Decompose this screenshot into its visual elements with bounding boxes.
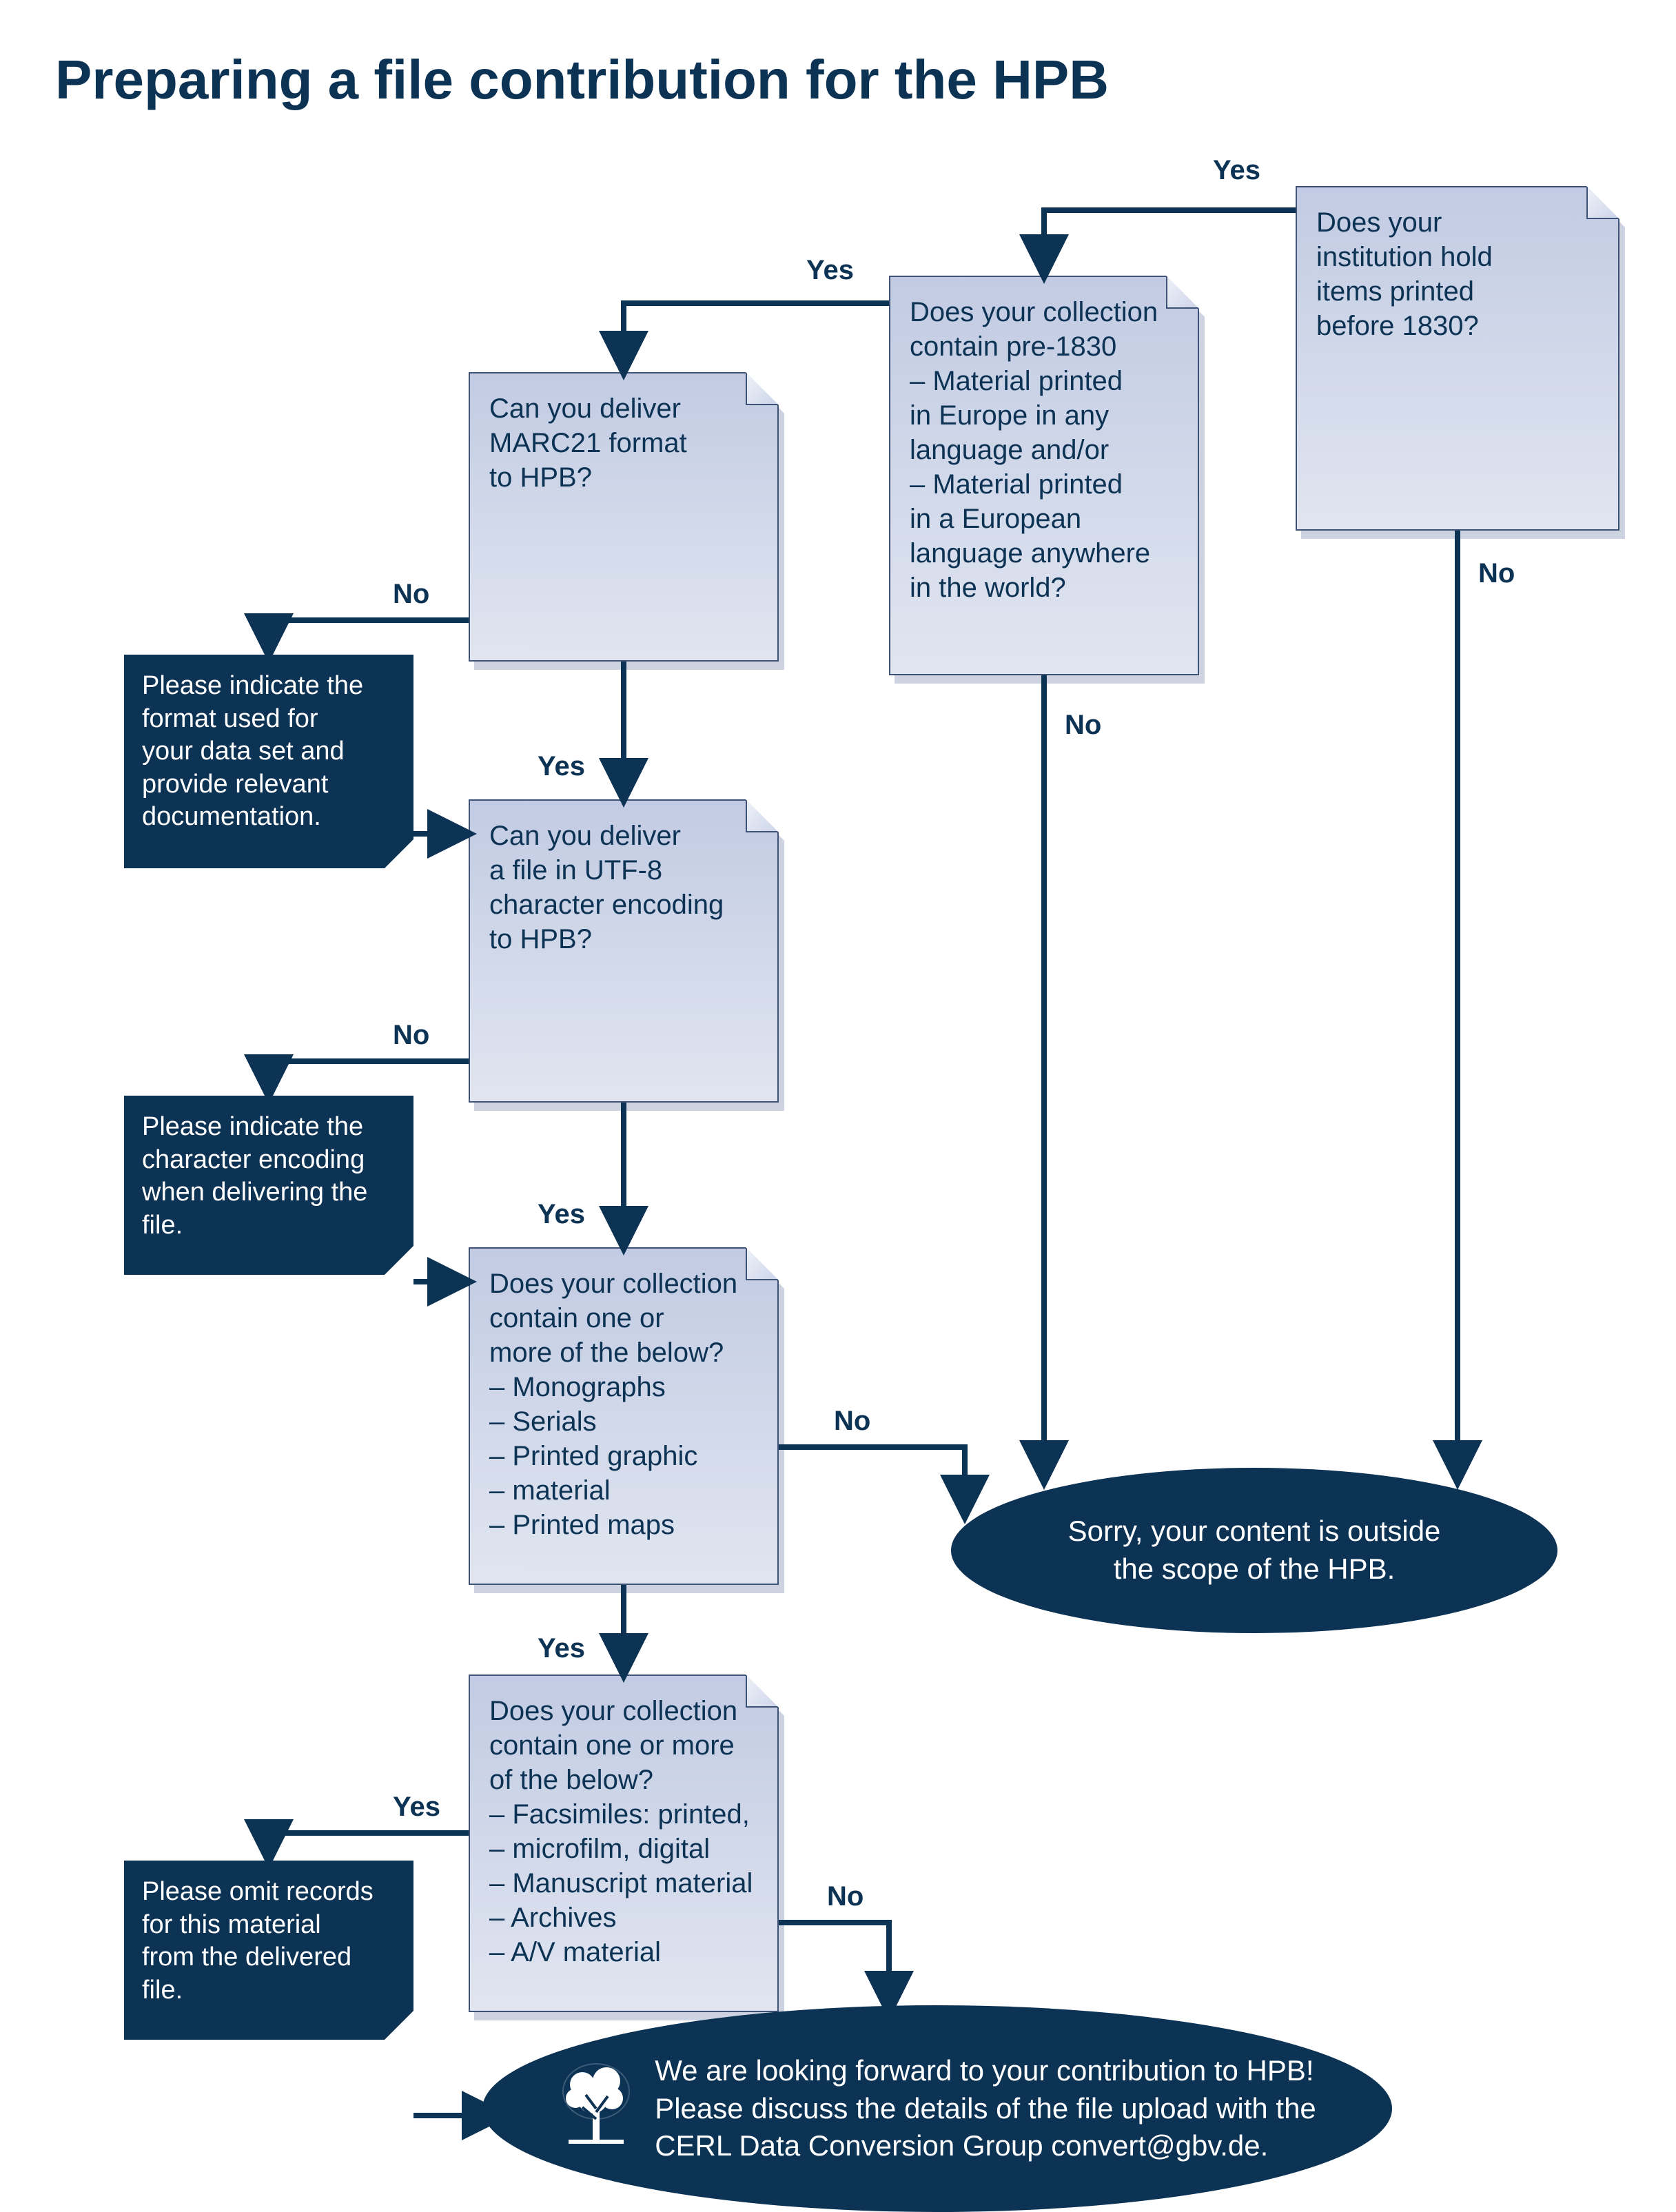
question-text: Does your collection contain one or more… (489, 1267, 758, 1542)
question-marc21: Can you deliver MARC21 format to HPB? (469, 372, 779, 662)
terminal-out-of-scope: Sorry, your content is outside the scope… (951, 1468, 1557, 1633)
edge-label-q1-no-e1: No (1478, 558, 1515, 589)
question-text: Does your institution hold items printed… (1316, 205, 1599, 343)
edge-label-q2-yes-q3: Yes (806, 255, 854, 286)
note-omit-records: Please omit records for this material fr… (124, 1861, 413, 2040)
edge-q4-no-n2 (269, 1061, 469, 1096)
edge-label-q6-no-e2: No (827, 1881, 863, 1912)
edge-label-q2-no-e1: No (1065, 710, 1101, 741)
question-monographs-etc: Does your collection contain one or more… (469, 1247, 779, 1585)
edge-label-q4-yes-q5: Yes (538, 1199, 585, 1230)
note-indicate-format: Please indicate the format used for your… (124, 655, 413, 868)
terminal-success: We are looking forward to your contribut… (482, 2005, 1392, 2212)
edge-label-q1-yes-q2: Yes (1213, 155, 1260, 186)
question-text: Can you deliver MARC21 format to HPB? (489, 391, 758, 495)
question-text: Does your collection contain pre-1830 – … (910, 295, 1178, 605)
edge-label-q5-no-e1: No (834, 1406, 870, 1437)
edge-label-q4-no-n2: No (393, 1020, 429, 1051)
question-institution-pre1830: Does your institution hold items printed… (1296, 186, 1619, 531)
edge-q6-yes-n3 (269, 1833, 469, 1861)
question-collection-european: Does your collection contain pre-1830 – … (889, 276, 1199, 675)
edge-q2-yes-q3 (624, 303, 889, 372)
question-text: Does your collection contain one or more… (489, 1694, 758, 1969)
question-text: Can you deliver a file in UTF-8 characte… (489, 819, 758, 956)
edge-q3-no-n1 (269, 620, 469, 655)
edge-q1-yes-q2 (1044, 210, 1296, 276)
question-utf8: Can you deliver a file in UTF-8 characte… (469, 799, 779, 1103)
edge-q5-no-e1 (779, 1447, 965, 1516)
edge-label-q3-yes-q4: Yes (538, 751, 585, 782)
edge-label-q5-yes-q6: Yes (538, 1633, 585, 1664)
edge-label-q6-yes-n3: Yes (393, 1792, 440, 1823)
terminal-text: We are looking forward to your contribut… (655, 2052, 1316, 2165)
note-indicate-encoding: Please indicate the character encoding w… (124, 1096, 413, 1275)
tree-icon (558, 2060, 634, 2157)
terminal-text: Sorry, your content is outside the scope… (1068, 1513, 1441, 1588)
edge-q6-no-e2 (779, 1923, 889, 2012)
page-title: Preparing a file contribution for the HP… (55, 48, 1109, 112)
flowchart-canvas: Preparing a file contribution for the HP… (0, 0, 1676, 2193)
question-facsimiles-etc: Does your collection contain one or more… (469, 1675, 779, 2012)
edge-label-q3-no-n1: No (393, 579, 429, 610)
